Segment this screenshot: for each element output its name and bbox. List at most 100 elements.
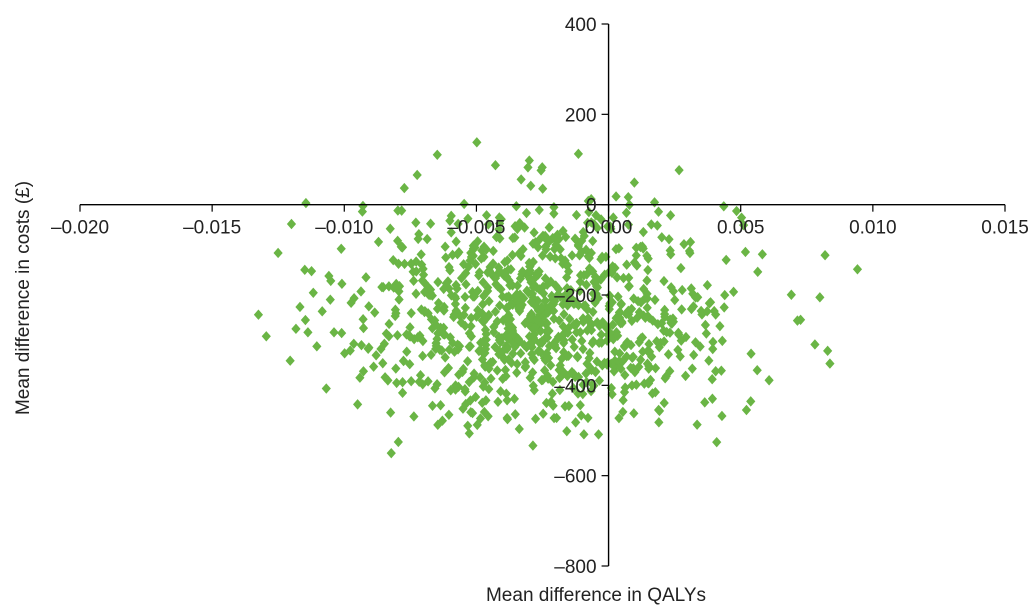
scatter-point — [538, 281, 548, 292]
scatter-point — [586, 363, 596, 374]
scatter-point — [498, 345, 508, 357]
scatter-point — [721, 254, 731, 266]
scatter-point — [494, 331, 504, 342]
scatter-point — [626, 339, 636, 351]
scatter-point — [498, 315, 508, 326]
scatter-point — [483, 282, 493, 293]
scatter-point — [397, 387, 408, 399]
scatter-point — [575, 276, 585, 287]
scatter-point — [460, 320, 470, 332]
x-tick-label: 0.005 — [717, 218, 765, 239]
scatter-point — [637, 332, 648, 343]
scatter-point — [584, 206, 594, 218]
scatter-point — [569, 298, 579, 310]
scatter-point — [420, 305, 430, 317]
scatter-point — [409, 411, 419, 422]
scatter-point — [449, 309, 459, 320]
scatter-point — [504, 310, 514, 321]
scatter-point — [686, 303, 697, 315]
scatter-point — [439, 322, 449, 333]
scatter-point — [596, 329, 606, 340]
scatter-point — [575, 399, 585, 411]
scatter-point — [657, 232, 667, 243]
scatter-point — [705, 297, 716, 308]
scatter-point — [560, 401, 570, 412]
scatter-point — [472, 137, 482, 148]
scatter-point — [536, 317, 546, 329]
scatter-point — [516, 250, 526, 262]
scatter-point — [665, 210, 676, 221]
scatter-point — [433, 297, 444, 309]
scatter-point — [615, 348, 625, 359]
scatter-point — [409, 275, 419, 287]
scatter-point — [596, 214, 606, 225]
scatter-point — [704, 355, 714, 366]
scatter-point — [701, 328, 711, 339]
scatter-point — [444, 283, 454, 294]
scatter-point — [480, 377, 490, 388]
scatter-point — [593, 429, 604, 440]
scatter-point — [653, 206, 664, 217]
scatter-point — [522, 285, 532, 296]
scatter-point — [597, 360, 607, 371]
scatter-point — [432, 149, 442, 160]
scatter-point — [512, 280, 523, 291]
scatter-point — [409, 333, 419, 345]
scatter-point — [411, 266, 421, 277]
x-tick-label: 0.010 — [849, 218, 897, 239]
scatter-point — [757, 249, 767, 260]
scatter-point — [638, 346, 648, 357]
scatter-point — [538, 288, 549, 299]
scatter-point — [585, 347, 595, 359]
x-axis-title: Mean difference in QALYs — [486, 585, 706, 606]
scatter-point — [353, 399, 363, 410]
scatter-point — [558, 321, 568, 332]
scatter-point — [623, 305, 633, 316]
scatter-point — [460, 302, 470, 314]
scatter-point — [525, 372, 535, 383]
scatter-point — [571, 209, 582, 221]
scatter-point — [490, 272, 501, 284]
scatter-point — [597, 251, 607, 263]
scatter-point — [379, 338, 389, 349]
scatter-point — [511, 201, 521, 212]
scatter-point — [624, 272, 634, 284]
scatter-point — [592, 356, 602, 367]
scatter-point — [607, 389, 617, 400]
scatter-point — [300, 314, 311, 326]
scatter-point — [654, 404, 664, 416]
scatter-point — [466, 251, 476, 263]
scatter-point — [391, 363, 401, 374]
scatter-point — [349, 293, 359, 304]
scatter-point — [708, 336, 718, 348]
scatter-point — [537, 162, 547, 173]
scatter-point — [397, 376, 408, 388]
scatter-point — [507, 280, 518, 291]
scatter-point — [546, 360, 556, 371]
scatter-point — [557, 353, 567, 364]
scatter-point — [385, 223, 395, 234]
scatter-point — [538, 408, 548, 419]
scatter-point — [536, 375, 547, 386]
scatter-point — [583, 412, 593, 424]
scatter-point — [575, 285, 585, 297]
scatter-point — [711, 309, 721, 320]
scatter-point — [478, 381, 488, 392]
scatter-point — [501, 292, 511, 303]
scatter-point — [524, 155, 534, 166]
scatter-point — [544, 325, 554, 337]
scatter-point — [490, 341, 500, 353]
scatter-point — [491, 231, 502, 243]
scatter-point — [552, 229, 563, 241]
scatter-point — [478, 277, 488, 288]
scatter-point — [711, 366, 721, 377]
scatter-point — [645, 374, 656, 386]
scatter-point — [659, 397, 669, 409]
scatter-point — [663, 349, 674, 360]
scatter-point — [430, 383, 440, 394]
scatter-point — [618, 272, 629, 284]
scatter-point — [521, 360, 531, 372]
scatter-point — [356, 286, 366, 297]
scatter-point — [644, 378, 654, 389]
scatter-point — [605, 290, 615, 302]
